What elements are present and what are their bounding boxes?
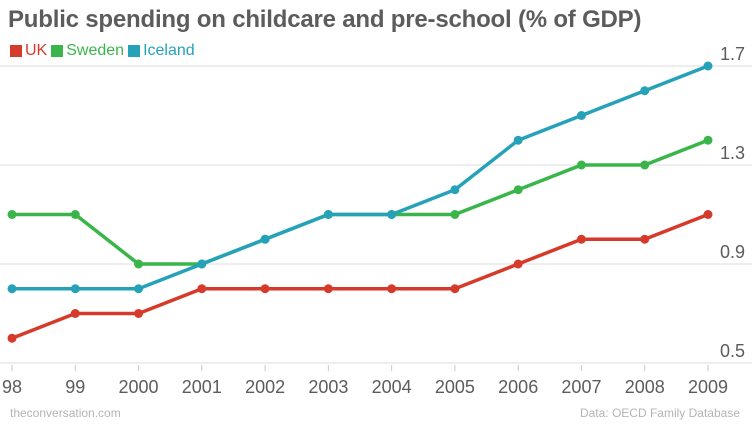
x-tick-label: 2003 — [308, 377, 348, 397]
data-point-sweden[interactable] — [7, 210, 17, 219]
series-line-sweden — [10, 138, 710, 266]
x-tick-label: 2008 — [625, 377, 665, 397]
legend-label-uk: UK — [25, 42, 48, 59]
data-point-uk[interactable] — [7, 333, 17, 343]
data-point-uk[interactable] — [703, 210, 713, 219]
series-lines — [7, 61, 713, 343]
data-point-uk[interactable] — [134, 309, 144, 318]
data-point-sweden[interactable] — [640, 160, 650, 170]
data-point-sweden[interactable] — [134, 259, 144, 269]
data-point-iceland[interactable] — [134, 284, 144, 294]
x-tick-label: 98 — [2, 377, 22, 397]
data-point-iceland[interactable] — [703, 61, 713, 71]
data-point-iceland[interactable] — [640, 86, 650, 96]
data-point-iceland[interactable] — [513, 135, 523, 145]
data-point-iceland[interactable] — [450, 185, 460, 195]
data-point-uk[interactable] — [450, 284, 460, 294]
data-point-uk[interactable] — [513, 259, 523, 269]
data-point-uk[interactable] — [260, 284, 270, 294]
data-point-uk[interactable] — [197, 284, 207, 294]
x-tick-label: 2000 — [119, 377, 159, 397]
series-iceland — [7, 61, 713, 294]
chart-title: Public spending on childcare and pre-sch… — [8, 6, 642, 33]
series-line-iceland — [10, 64, 710, 291]
series-line-uk — [10, 212, 710, 340]
legend-item-sweden[interactable]: Sweden — [51, 42, 124, 60]
data-point-sweden[interactable] — [576, 160, 586, 170]
y-tick-label: 1.3 — [720, 143, 745, 163]
data-point-uk[interactable] — [323, 284, 333, 294]
source-credit: theconversation.com — [10, 406, 121, 420]
data-point-sweden[interactable] — [703, 135, 713, 145]
x-axis-ticks: 98 99 2000 2001 2002 2003 2004 2005 2006 2007 2008… — [2, 365, 728, 397]
legend-swatch-sweden — [51, 45, 64, 57]
gridlines — [0, 65, 752, 364]
x-tick-label: 2007 — [561, 377, 601, 397]
x-tick-label: 2004 — [372, 377, 412, 397]
data-point-uk[interactable] — [70, 309, 80, 318]
data-point-sweden[interactable] — [70, 210, 80, 219]
y-tick-label: 0.5 — [720, 341, 745, 361]
legend: UK Sweden Iceland — [10, 42, 195, 60]
legend-label-iceland: Iceland — [143, 42, 195, 59]
legend-swatch-uk — [10, 45, 22, 57]
data-point-iceland[interactable] — [70, 284, 80, 294]
x-tick-label: 2005 — [435, 377, 475, 397]
data-point-sweden[interactable] — [450, 210, 460, 219]
data-point-iceland[interactable] — [323, 210, 333, 219]
legend-label-sweden: Sweden — [66, 42, 125, 59]
data-source: Data: OECD Family Database — [579, 406, 740, 420]
data-point-iceland[interactable] — [387, 210, 397, 219]
x-tick-label: 99 — [65, 377, 85, 397]
data-point-iceland[interactable] — [576, 111, 586, 120]
x-tick-label: 2001 — [182, 377, 222, 397]
data-point-uk[interactable] — [640, 234, 650, 244]
x-tick-label: 2006 — [498, 377, 538, 397]
data-point-uk[interactable] — [387, 284, 397, 294]
legend-swatch-iceland — [128, 45, 141, 57]
legend-item-uk[interactable]: UK — [10, 42, 47, 60]
series-sweden — [7, 135, 713, 269]
legend-item-iceland[interactable]: Iceland — [128, 42, 195, 60]
data-point-iceland[interactable] — [7, 284, 17, 294]
x-tick-label: 2009 — [688, 377, 728, 397]
x-tick-label: 2002 — [245, 377, 285, 397]
y-tick-label: 1.7 — [720, 44, 745, 64]
data-point-uk[interactable] — [576, 234, 586, 244]
data-point-sweden[interactable] — [513, 185, 523, 195]
y-axis-ticks: 0.5 0.9 1.3 1.7 — [720, 44, 745, 361]
data-point-iceland[interactable] — [260, 234, 270, 244]
data-point-iceland[interactable] — [197, 259, 207, 269]
y-tick-label: 0.9 — [720, 242, 745, 262]
series-uk — [7, 210, 713, 343]
